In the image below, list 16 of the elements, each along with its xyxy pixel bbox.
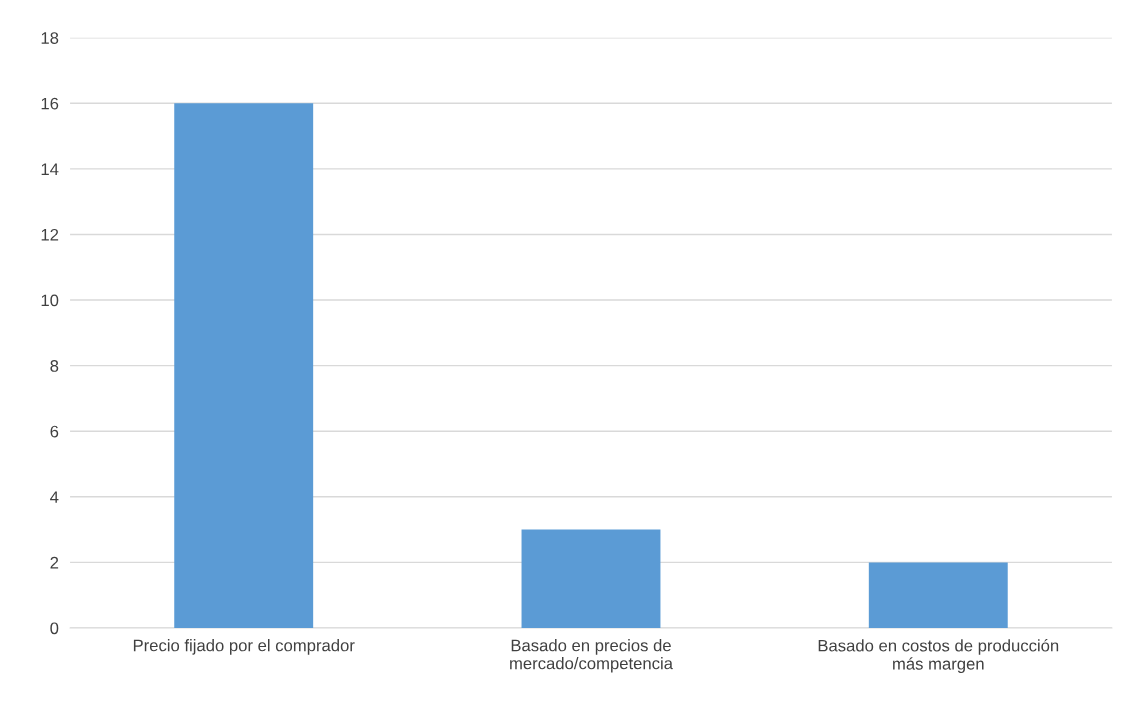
y-tick-label: 2 — [50, 556, 59, 569]
y-tick-label: 16 — [41, 97, 59, 110]
x-tick-label: Basado en costos de producción más margen — [818, 639, 1059, 674]
y-tick-label: 0 — [50, 622, 59, 635]
y-tick-label: 18 — [41, 32, 59, 44]
y-tick-label: 12 — [41, 228, 59, 241]
x-tick-label: Precio fijado por el comprador — [133, 639, 355, 655]
y-tick-label: 6 — [50, 425, 59, 438]
bar — [174, 103, 314, 628]
x-tick-label: Basado en precios de mercado/competencia — [510, 639, 673, 673]
y-tick-label: 10 — [41, 294, 59, 307]
y-tick-label: 4 — [50, 491, 59, 503]
bar — [868, 562, 1008, 628]
y-tick-label: 14 — [41, 163, 59, 175]
bar — [521, 529, 661, 628]
y-tick-label: 8 — [50, 360, 59, 372]
